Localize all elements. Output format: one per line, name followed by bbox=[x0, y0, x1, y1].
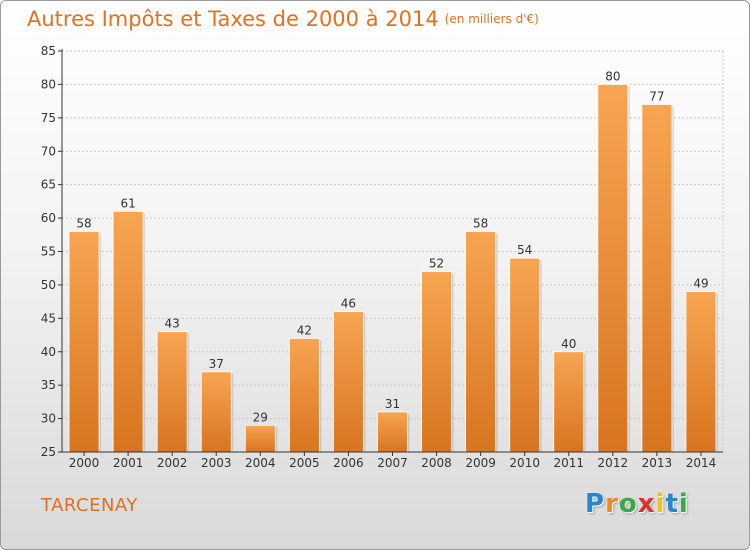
y-tick-label: 50 bbox=[41, 278, 56, 292]
y-tick-label: 30 bbox=[41, 412, 56, 426]
x-tick-label: 2013 bbox=[642, 456, 673, 470]
x-tick-label: 2008 bbox=[421, 456, 452, 470]
y-tick-label: 55 bbox=[41, 245, 56, 259]
chart-subtitle: (en milliers d'€) bbox=[444, 12, 539, 26]
bar bbox=[288, 337, 320, 453]
bar bbox=[377, 411, 408, 453]
x-tick-label: 2002 bbox=[157, 456, 188, 470]
x-tick-label: 2004 bbox=[245, 456, 276, 470]
y-tick-label: 45 bbox=[41, 311, 56, 325]
proxiti-logo: Proxiti bbox=[585, 489, 689, 519]
grid bbox=[62, 50, 724, 453]
data-label: 58 bbox=[76, 216, 91, 230]
y-tick-label: 80 bbox=[41, 77, 56, 91]
location-label: TARCENAY bbox=[41, 495, 138, 516]
x-tick-label: 2007 bbox=[377, 456, 408, 470]
data-label: 29 bbox=[253, 410, 268, 424]
chart-title: Autres Impôts et Taxes de 2000 à 2014 (en… bbox=[27, 7, 539, 31]
y-tick-label: 65 bbox=[41, 178, 56, 192]
x-tick-label: 2003 bbox=[201, 456, 232, 470]
y-tick-label: 40 bbox=[41, 345, 56, 359]
bar bbox=[465, 231, 497, 453]
logo-letter: P bbox=[585, 489, 606, 519]
x-tick-label: 2000 bbox=[69, 456, 100, 470]
bar bbox=[200, 371, 232, 453]
data-label: 54 bbox=[517, 243, 532, 257]
data-label: 77 bbox=[649, 89, 664, 103]
data-label: 52 bbox=[429, 257, 444, 271]
x-tick-label: 2014 bbox=[686, 456, 717, 470]
bar bbox=[156, 331, 188, 453]
data-label: 61 bbox=[120, 196, 135, 210]
data-label: 43 bbox=[165, 317, 180, 331]
x-tick-label: 2010 bbox=[509, 456, 540, 470]
bar bbox=[597, 84, 629, 453]
bar bbox=[685, 291, 717, 453]
bar bbox=[421, 271, 452, 453]
y-tick-label: 25 bbox=[41, 445, 56, 459]
data-label: 80 bbox=[605, 69, 620, 83]
x-tick-label: 2009 bbox=[465, 456, 496, 470]
bars: 58 61 43 37 29 42 46 31 52 58 54 40 80 77 49 bbox=[68, 69, 718, 453]
logo-letter: x bbox=[637, 489, 656, 519]
data-label: 49 bbox=[693, 277, 708, 291]
y-tick-label: 35 bbox=[41, 378, 56, 392]
logo-letter: t bbox=[665, 489, 679, 519]
bar bbox=[68, 231, 100, 453]
bar bbox=[112, 210, 144, 453]
bar bbox=[641, 104, 673, 453]
y-tick-label: 85 bbox=[41, 44, 56, 58]
logo-letter: i bbox=[678, 489, 689, 519]
data-label: 42 bbox=[297, 323, 312, 337]
bar bbox=[509, 257, 541, 453]
x-tick-label: 2001 bbox=[113, 456, 144, 470]
axes: 25 30 35 40 45 50 55 60 65 70 75 80 85 2000 2001 2002 20… bbox=[41, 44, 723, 470]
bar bbox=[244, 424, 276, 453]
logo-letter: i bbox=[655, 489, 666, 519]
y-tick-label: 70 bbox=[41, 144, 56, 158]
data-label: 31 bbox=[385, 397, 400, 411]
data-label: 46 bbox=[341, 297, 356, 311]
logo-letter: o bbox=[618, 489, 638, 519]
data-label: 37 bbox=[209, 357, 224, 371]
y-tick-label: 60 bbox=[41, 211, 56, 225]
data-label: 40 bbox=[561, 337, 576, 351]
logo-letter: r bbox=[605, 489, 619, 519]
y-tick-label: 75 bbox=[41, 111, 56, 125]
data-label: 58 bbox=[473, 216, 488, 230]
x-tick-label: 2012 bbox=[598, 456, 629, 470]
x-tick-label: 2005 bbox=[289, 456, 320, 470]
x-tick-label: 2006 bbox=[333, 456, 364, 470]
chart-title-text: Autres Impôts et Taxes de 2000 à 2014 bbox=[27, 7, 439, 31]
bar bbox=[553, 351, 585, 453]
bar bbox=[333, 311, 364, 453]
x-tick-label: 2011 bbox=[553, 456, 584, 470]
